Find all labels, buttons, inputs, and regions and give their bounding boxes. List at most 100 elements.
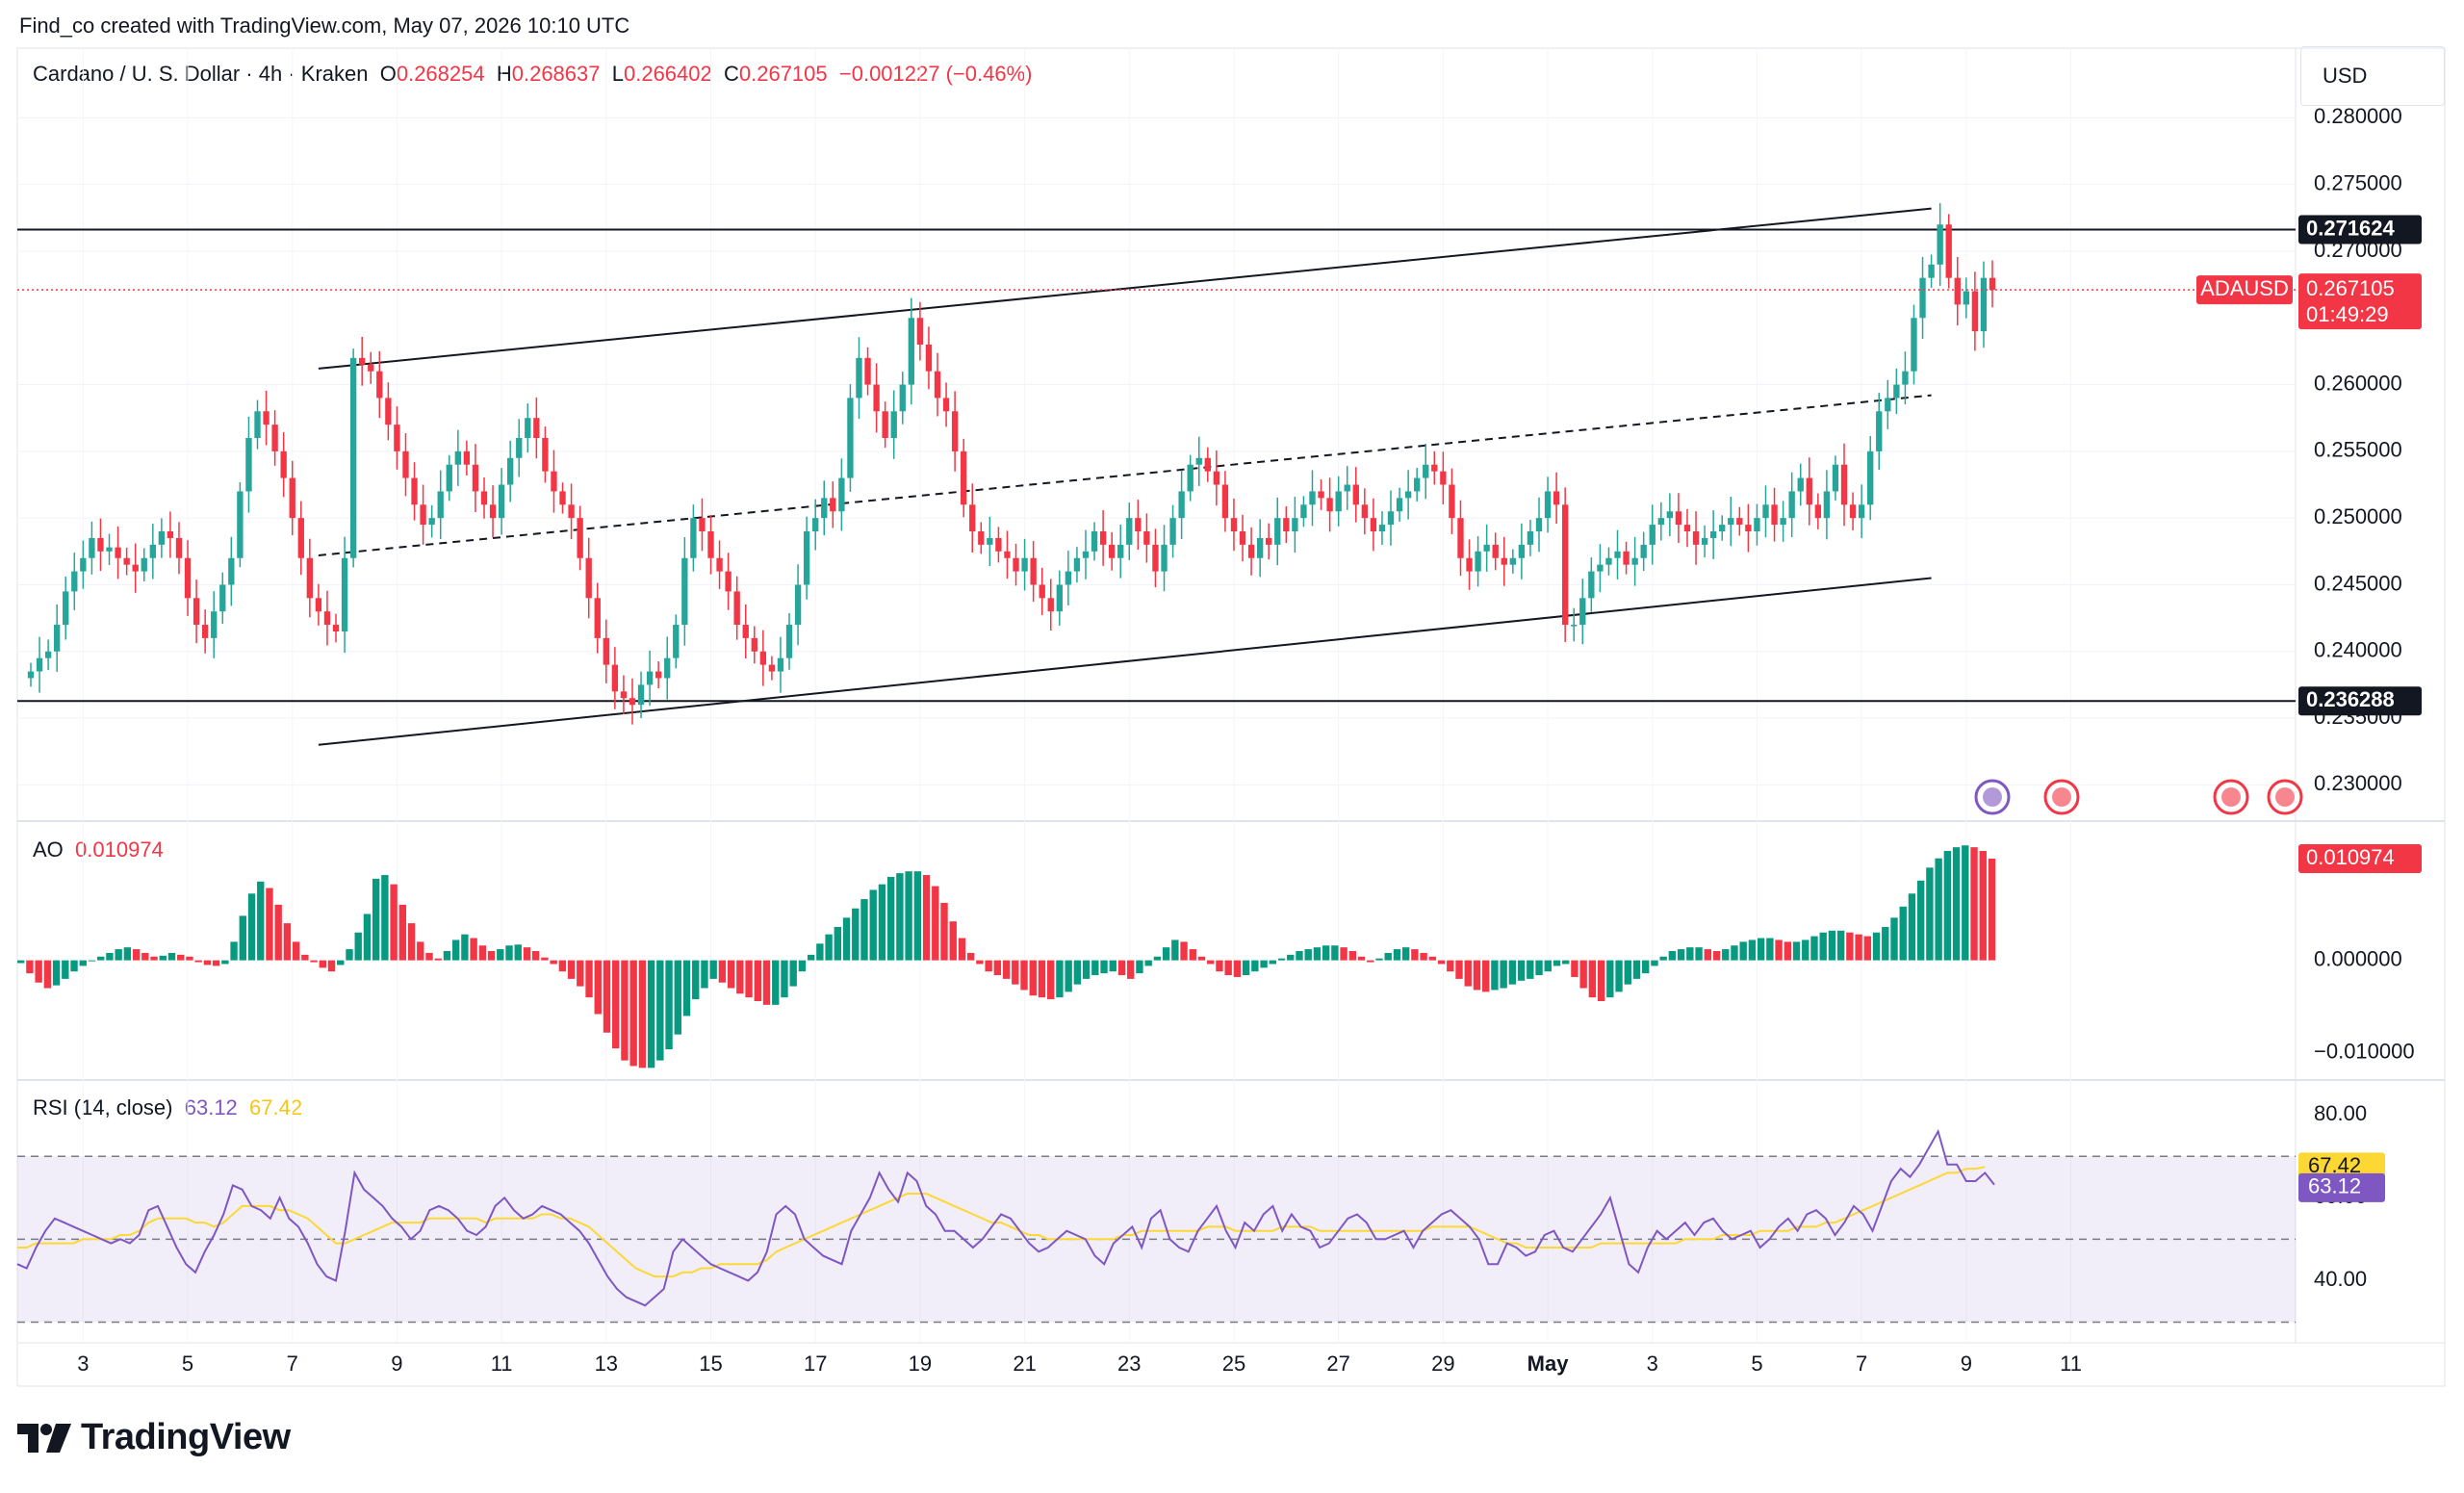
ao-bar: [1331, 945, 1339, 961]
candle-body: [794, 584, 802, 626]
symbol-title[interactable]: Cardano / U. S. Dollar · 4h · Kraken: [33, 62, 369, 86]
last-price-label: 0.267105: [2306, 276, 2395, 300]
candle-body: [167, 531, 174, 538]
ao-value: 0.010974: [75, 837, 164, 862]
ao-bar: [1296, 951, 1303, 961]
currency-button[interactable]: USD: [2300, 46, 2445, 106]
ao-bar: [550, 960, 557, 965]
ao-bar: [337, 960, 345, 965]
candle-body: [54, 625, 61, 652]
candle-body: [1701, 537, 1708, 545]
time-tick-label: 15: [699, 1351, 722, 1376]
candle-body: [1204, 457, 1211, 472]
candle-body: [629, 698, 636, 706]
candle-body: [437, 491, 444, 519]
ao-bar: [1802, 940, 1810, 961]
candle-body: [315, 598, 322, 612]
ao-bar: [1962, 845, 1969, 961]
candle-body: [141, 557, 147, 572]
ao-bar: [1455, 960, 1463, 979]
candle-body: [1178, 491, 1185, 519]
ao-bar: [638, 960, 647, 1068]
ao-bar: [79, 960, 87, 966]
candle-body: [882, 411, 888, 438]
ao-bar: [1748, 940, 1757, 961]
ao-bar: [1562, 960, 1570, 965]
ao-bar: [35, 960, 42, 983]
ao-bar: [905, 871, 912, 961]
ao-bar: [1508, 960, 1517, 985]
ao-bar: [141, 952, 149, 961]
ao-bar: [1144, 960, 1152, 966]
candle-body: [742, 625, 749, 638]
ao-bar: [1517, 960, 1526, 981]
ao-bar: [1056, 960, 1064, 998]
ao-bar: [1527, 960, 1534, 979]
candle-body: [454, 450, 462, 465]
candle-body: [1614, 551, 1621, 558]
candle-body: [1449, 484, 1455, 519]
candle-body: [1832, 464, 1839, 492]
candle-body: [385, 398, 392, 425]
time-tick-label: 7: [1856, 1351, 1867, 1376]
candle-body: [394, 425, 400, 451]
candle-body: [306, 557, 314, 599]
candle-body: [1561, 504, 1569, 626]
candle-body: [1056, 584, 1063, 612]
ao-bar: [363, 914, 372, 961]
candle-body: [228, 557, 235, 585]
ao-bar: [1322, 945, 1330, 961]
candle-body: [1571, 625, 1578, 627]
ao-bar: [1846, 932, 1854, 961]
ao-bar: [701, 960, 708, 989]
candle-body: [707, 531, 714, 558]
ao-bar: [132, 949, 141, 961]
ao-bar: [1420, 952, 1427, 961]
candle-body: [890, 411, 897, 438]
ao-bar: [1890, 917, 1898, 961]
candle-body: [1283, 518, 1290, 532]
ao-bar: [1926, 867, 1934, 961]
ao-bar: [461, 934, 469, 961]
ao-bar: [1375, 958, 1383, 961]
rsi-title[interactable]: RSI (14, close): [33, 1095, 173, 1120]
candle-body: [132, 564, 139, 572]
ao-bar: [1642, 960, 1650, 974]
ao-bar: [1340, 947, 1348, 961]
candle-body: [175, 537, 183, 558]
ao-bar: [1136, 960, 1143, 974]
ao-bar: [1197, 956, 1206, 961]
ao-bar: [1500, 960, 1507, 989]
ao-bar: [1677, 949, 1685, 961]
ao-bar: [772, 960, 780, 1005]
ao-bar: [558, 960, 567, 972]
candle-body: [1683, 525, 1691, 532]
ao-bar: [1367, 960, 1374, 963]
ao-title[interactable]: AO: [33, 837, 64, 862]
ao-bar: [1020, 960, 1028, 991]
candle-body: [1195, 457, 1202, 465]
candle-body: [184, 557, 192, 599]
ao-bar: [310, 960, 318, 963]
ao-bar: [682, 960, 691, 1017]
symbol-tag-box: [2196, 275, 2293, 305]
candle-body: [323, 611, 331, 626]
ao-bar: [1810, 936, 1818, 961]
ao-tick-label: −0.010000: [2314, 1040, 2415, 1064]
ao-bar: [1988, 858, 1996, 961]
candle-body: [27, 671, 35, 679]
candle-body: [995, 537, 1002, 552]
rsi-tick-label: 40.00: [2314, 1267, 2367, 1291]
ao-bar: [390, 884, 398, 961]
tradingview-logo[interactable]: TradingView: [17, 1417, 291, 1458]
ao-bar: [43, 960, 52, 989]
ao-bar: [665, 960, 673, 1050]
ao-bar: [1109, 960, 1116, 972]
ao-bar: [186, 956, 193, 961]
candle-body: [1230, 518, 1238, 532]
candle-body: [71, 571, 78, 592]
level-price-label: 0.271624: [2306, 216, 2396, 240]
candle-body: [1858, 504, 1865, 519]
candle-body: [1780, 518, 1786, 526]
